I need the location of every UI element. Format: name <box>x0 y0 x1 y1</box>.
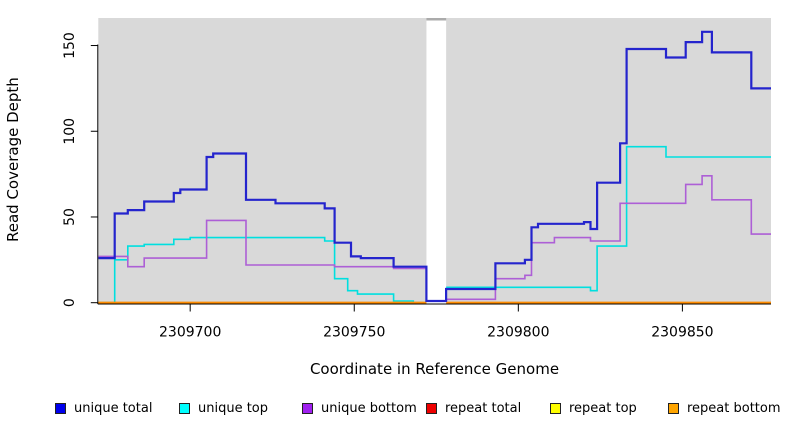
x-axis-title: Coordinate in Reference Genome <box>309 360 560 378</box>
legend-item-repeat-bottom: repeat bottom <box>668 399 781 417</box>
legend-label: repeat bottom <box>687 400 781 416</box>
coverage-gap-region <box>426 20 447 304</box>
legend-swatch-unique-top <box>179 402 190 414</box>
x-tick-label: 2309700 <box>159 325 221 341</box>
legend-label: unique total <box>74 400 153 416</box>
y-tick-label: 100 <box>62 118 78 145</box>
legend-swatch-repeat-bottom <box>668 402 679 414</box>
legend-item-unique-total: unique total <box>55 399 152 417</box>
x-tick-label: 2309800 <box>487 325 549 341</box>
y-tick-label: 150 <box>62 32 78 59</box>
series-unique-bottom <box>98 219 428 303</box>
legend-label: unique top <box>198 400 269 416</box>
series-unique-total <box>98 30 771 303</box>
legend-label: repeat top <box>569 400 637 416</box>
legend-label: unique bottom <box>321 400 417 416</box>
legend-item-repeat-top: repeat top <box>550 399 637 417</box>
legend: unique total unique top unique bottom re… <box>0 399 792 419</box>
x-tick-label: 2309850 <box>651 325 713 341</box>
y-axis-title: Read Coverage Depth <box>4 77 22 242</box>
legend-swatch-unique-bottom <box>302 402 313 414</box>
series-unique-bottom <box>445 175 771 303</box>
x-tick-label: 2309750 <box>323 325 385 341</box>
legend-item-unique-top: unique top <box>179 399 268 417</box>
legend-label: repeat total <box>445 400 522 416</box>
series-unique-top <box>98 236 427 304</box>
series-unique-top <box>445 145 771 303</box>
legend-item-repeat-total: repeat total <box>426 399 521 417</box>
legend-item-unique-bottom: unique bottom <box>302 399 417 417</box>
legend-swatch-repeat-top <box>550 402 561 414</box>
coverage-gap-top-strip <box>426 18 447 21</box>
y-tick-label: 0 <box>62 298 78 307</box>
legend-swatch-repeat-total <box>426 402 437 414</box>
y-tick-label: 50 <box>62 208 78 226</box>
legend-swatch-unique-total <box>55 402 66 414</box>
